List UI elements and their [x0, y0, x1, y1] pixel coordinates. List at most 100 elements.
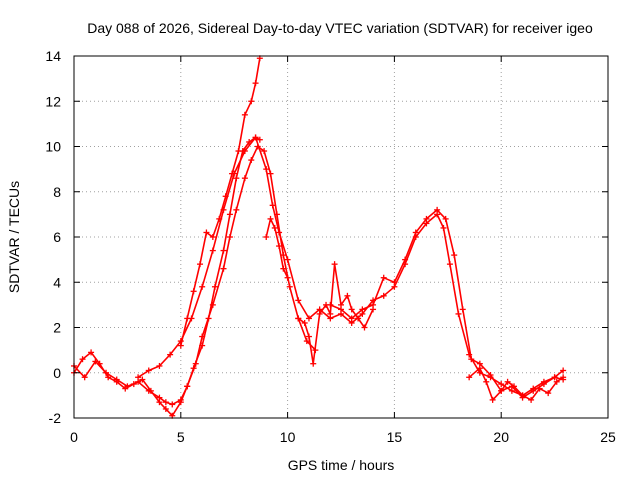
axis-ticks: 0 5 10 15 20 25 -2 0 2 4 6 8 10 12 14 [45, 48, 616, 445]
data-point-marker [305, 315, 312, 322]
data-point-marker [466, 374, 473, 381]
data-point-marker [446, 261, 453, 268]
data-point-marker [348, 306, 355, 313]
data-point-marker [455, 310, 462, 317]
data-point-marker [190, 365, 197, 372]
y-tick-label: 4 [53, 274, 61, 290]
data-point-marker [380, 292, 387, 299]
data-point-marker [188, 315, 195, 322]
data-point-marker [327, 310, 334, 317]
data-point-marker [252, 134, 259, 141]
data-point-marker [338, 301, 344, 308]
data-point-marker [199, 283, 206, 290]
satellite-track-8 [263, 215, 291, 281]
data-point-marker [241, 111, 248, 118]
y-tick-label: 10 [45, 139, 61, 155]
data-point-marker [355, 315, 362, 322]
data-point-marker [203, 229, 210, 236]
data-point-marker [498, 387, 505, 394]
chart-title: Day 088 of 2026, Sidereal Day-to-day VTE… [87, 20, 593, 36]
data-point-marker [79, 356, 86, 363]
data-point-marker [442, 215, 449, 222]
data-point-marker [209, 234, 216, 240]
data-point-marker [205, 315, 212, 322]
data-point-marker [156, 399, 163, 406]
data-point-marker [284, 274, 291, 281]
x-tick-label: 0 [70, 429, 78, 445]
data-point-marker [248, 157, 255, 164]
data-point-marker [220, 247, 227, 254]
data-point-marker [553, 378, 560, 385]
data-point-marker [167, 351, 174, 358]
data-point-marker [105, 374, 112, 381]
data-point-marker [139, 376, 146, 383]
data-point-marker [434, 206, 441, 213]
data-point-marker [162, 405, 169, 412]
y-tick-label: 2 [53, 320, 61, 336]
data-point-marker [135, 374, 142, 381]
data-point-marker [316, 310, 323, 317]
data-point-marker [241, 175, 248, 182]
data-point-marker [233, 175, 240, 182]
x-tick-label: 25 [600, 429, 616, 445]
data-point-marker [440, 224, 447, 231]
data-point-marker [483, 378, 490, 385]
data-point-marker [88, 349, 95, 356]
data-point-marker [344, 292, 351, 299]
data-point-marker [267, 215, 274, 222]
satellite-track-2 [71, 134, 263, 419]
data-point-marker [156, 362, 163, 369]
data-point-marker [331, 261, 338, 268]
series-line [329, 209, 564, 399]
data-point-marker [530, 387, 537, 394]
data-point-marker [545, 390, 552, 397]
series-line [180, 58, 261, 346]
data-point-marker [209, 247, 216, 254]
series-line [468, 367, 564, 401]
y-axis-label: SDTVAR / TECUs [6, 181, 22, 293]
data-point-marker [233, 206, 240, 213]
data-point-marker [286, 283, 293, 290]
data-point-marker [197, 261, 204, 268]
data-point-marker [263, 166, 270, 173]
data-point-marker [284, 256, 291, 263]
data-point-marker [310, 360, 317, 367]
data-point-marker [551, 374, 558, 381]
x-tick-label: 5 [177, 429, 185, 445]
grid-lines [74, 56, 608, 418]
satellite-track-5 [327, 206, 567, 401]
data-point-marker [147, 387, 154, 394]
y-tick-label: 14 [45, 48, 61, 64]
data-point-marker [487, 372, 494, 379]
data-point-marker [96, 360, 103, 367]
data-point-marker [280, 265, 287, 272]
data-point-marker [303, 338, 310, 345]
data-point-marker [190, 288, 197, 295]
data-point-marker [412, 229, 419, 236]
data-point-marker [211, 283, 218, 290]
data-point-marker [276, 243, 283, 250]
y-tick-label: -2 [49, 410, 62, 426]
data-point-marker [113, 378, 120, 385]
satellite-track-7 [466, 365, 567, 403]
data-point-marker [391, 279, 398, 286]
y-tick-label: 12 [45, 93, 61, 109]
data-point-marker [402, 256, 409, 263]
data-point-marker [220, 265, 227, 272]
data-point-marker [295, 297, 302, 304]
data-point-marker [184, 383, 191, 390]
x-tick-label: 20 [493, 429, 509, 445]
data-point-marker [476, 365, 483, 372]
data-point-marker [263, 234, 270, 240]
x-axis-label: GPS time / hours [288, 457, 395, 473]
data-point-marker [301, 319, 308, 326]
data-point-marker [199, 342, 206, 349]
series-line [297, 263, 374, 365]
data-point-marker [489, 396, 496, 403]
y-tick-label: 0 [53, 365, 61, 381]
data-point-marker [359, 306, 366, 313]
data-point-marker [519, 392, 526, 399]
data-point-marker [252, 80, 259, 87]
data-point-marker [536, 385, 543, 392]
